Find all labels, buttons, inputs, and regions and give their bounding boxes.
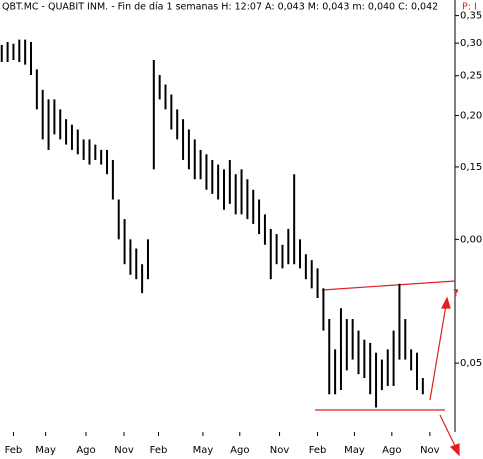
- x-tick-label: Feb: [5, 445, 23, 456]
- arrow-down: [439, 414, 457, 449]
- y-tick-label: 0,20: [460, 111, 482, 122]
- y-tick-label: 0,00: [460, 234, 482, 245]
- chart-title: QBT.MC - QUABIT INM. - Fin de día 1 sema…: [2, 2, 438, 13]
- x-tick-label: May: [35, 445, 56, 456]
- x-tick-label: Ago: [76, 445, 95, 456]
- arrow-head: [441, 296, 451, 309]
- x-tick-label: May: [344, 445, 365, 456]
- annotations: [315, 280, 460, 457]
- y-tick-label: 0,15: [460, 162, 482, 173]
- annotation: ?: [453, 288, 459, 299]
- y-tick-label: 0,30: [460, 38, 482, 49]
- y-tick-label: 0,35: [460, 11, 482, 22]
- arrow-head: [449, 443, 460, 457]
- y-tick-label: 0,25: [460, 71, 482, 82]
- x-tick-label: Feb: [150, 445, 168, 456]
- resistance-line: [321, 280, 456, 291]
- status: P: I: [462, 2, 477, 13]
- x-tick-label: Nov: [270, 445, 290, 456]
- x-tick-label: Feb: [309, 445, 327, 456]
- y-tick-label: 0,05: [460, 358, 482, 369]
- x-tick-label: May: [193, 445, 214, 456]
- x-tick-label: Nov: [114, 445, 134, 456]
- x-tick-label: Ago: [382, 445, 401, 456]
- x-tick-label: Ago: [230, 445, 249, 456]
- arrow-up: [429, 304, 447, 401]
- x-tick-label: Nov: [420, 445, 440, 456]
